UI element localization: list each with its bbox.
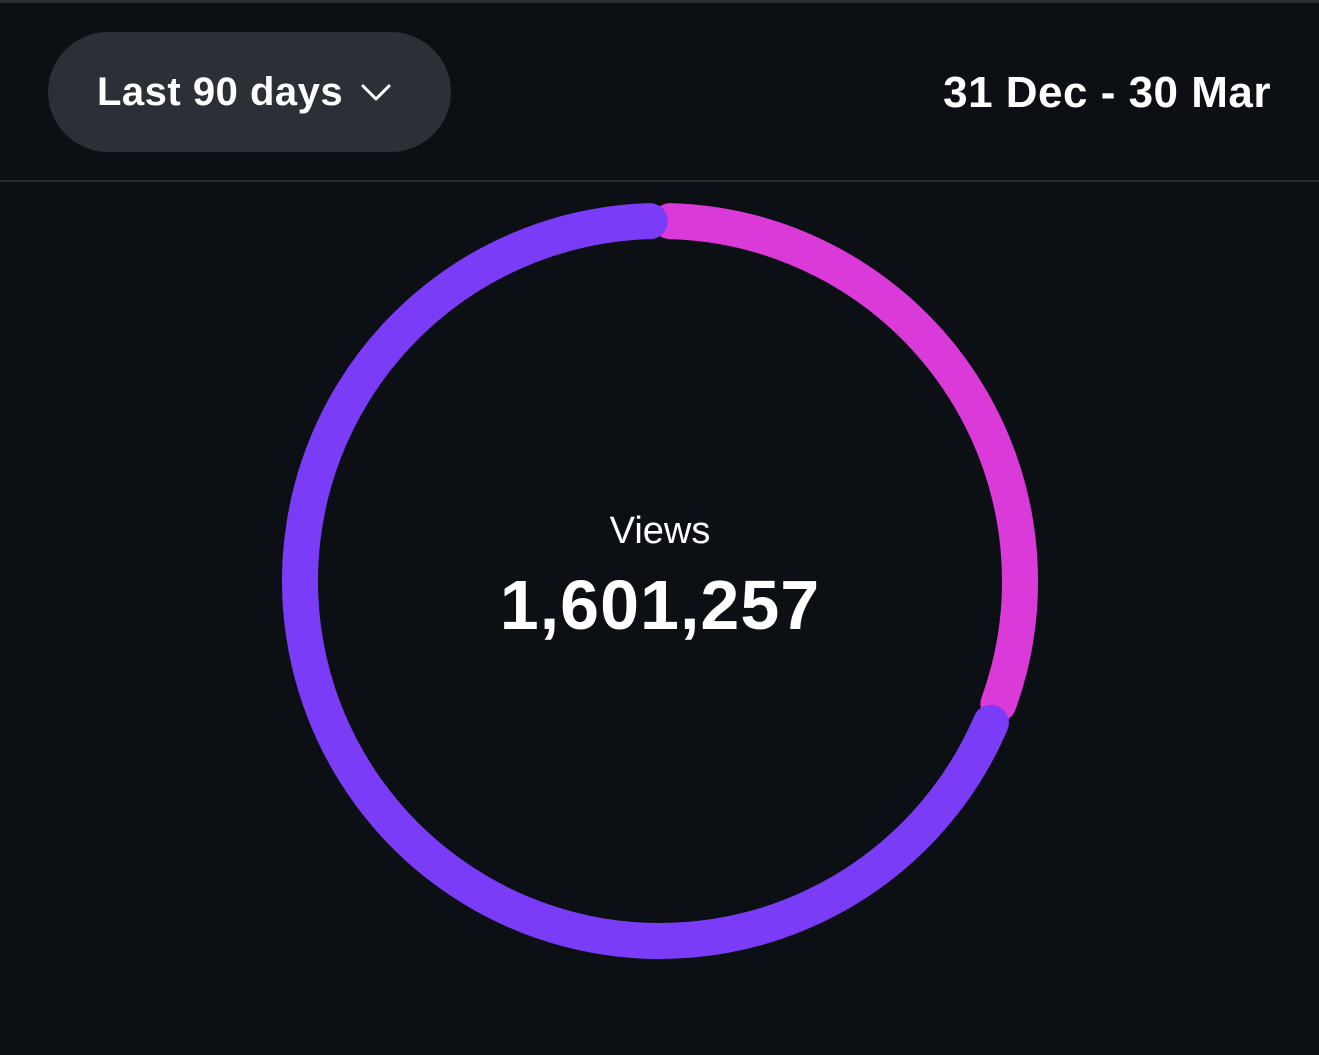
views-donut-chart: Views 1,601,257 — [260, 183, 1060, 983]
date-range-text: 31 Dec - 30 Mar — [943, 68, 1271, 117]
donut-svg — [282, 203, 1038, 959]
top-border — [0, 0, 1319, 3]
date-range-dropdown[interactable]: Last 90 days — [48, 32, 451, 152]
chevron-down-icon — [359, 75, 393, 109]
date-range-dropdown-label: Last 90 days — [97, 69, 344, 114]
header: Last 90 days 31 Dec - 30 Mar — [0, 3, 1319, 180]
divider — [0, 180, 1319, 182]
donut-segment-2 — [282, 203, 1009, 959]
donut-segment-1 — [652, 203, 1038, 723]
